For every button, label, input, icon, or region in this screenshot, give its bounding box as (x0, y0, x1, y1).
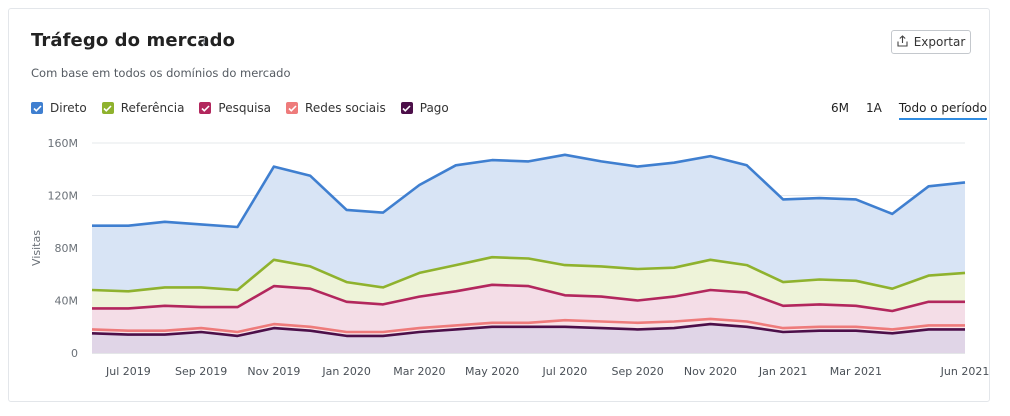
line-referência[interactable] (91, 255, 966, 293)
x-tick-label: Mar 2020 (393, 365, 445, 378)
period-6m-tab[interactable]: 6M (831, 101, 849, 115)
line-pesquisa[interactable] (92, 283, 965, 313)
x-tick-label: Jun 2021 (940, 365, 990, 378)
checkbox-icon[interactable] (400, 102, 413, 114)
y-tick-label: 80M (55, 242, 79, 255)
period-1a-tab[interactable]: 1A (866, 101, 882, 115)
x-tick-label: Nov 2019 (247, 365, 300, 378)
x-tick-label: Sep 2019 (175, 365, 227, 378)
y-tick-label: 0 (71, 347, 78, 360)
period-selector: 6M 1A Todo o período (831, 101, 987, 120)
y-axis-label: Visitas (30, 230, 43, 266)
legend-label: Redes sociais (305, 101, 386, 115)
line-direto[interactable] (92, 153, 966, 229)
x-tick-label: Sep 2020 (612, 365, 664, 378)
legend-item-direto[interactable]: Direto (31, 101, 87, 115)
y-tick-label: 160M (48, 137, 79, 150)
period-all-tab[interactable]: Todo o período (898, 101, 987, 120)
legend-label: Pesquisa (218, 101, 272, 115)
x-tick-label: May 2020 (465, 365, 519, 378)
chart-legend: Direto Referência Pesquisa Redes sociais… (31, 101, 464, 115)
line-pago[interactable] (91, 322, 965, 338)
checkbox-icon[interactable] (199, 102, 212, 114)
legend-item-referencia[interactable]: Referência (101, 101, 185, 115)
legend-label: Direto (50, 101, 87, 115)
x-tick-label: Jul 2019 (105, 365, 151, 378)
x-tick-label: Jul 2020 (541, 365, 587, 378)
chart-lines (91, 153, 966, 338)
info-icon[interactable]: i (202, 35, 207, 50)
legend-label: Pago (419, 101, 449, 115)
x-tick-label: Nov 2020 (684, 365, 737, 378)
y-tick-label: 120M (48, 190, 79, 203)
export-button[interactable]: Exportar (891, 30, 971, 54)
checkbox-icon[interactable] (101, 102, 114, 114)
legend-item-pago[interactable]: Pago (400, 101, 449, 115)
checkbox-icon[interactable] (31, 102, 43, 114)
x-tick-label: Jan 2021 (758, 365, 807, 378)
y-axis-ticks: 0 40M 80M 120M 160M (48, 137, 79, 360)
x-tick-label: Mar 2021 (830, 365, 882, 378)
page-title: Tráfego do mercado (31, 30, 236, 51)
export-icon (897, 34, 908, 50)
legend-item-redes-sociais[interactable]: Redes sociais (286, 101, 386, 115)
export-label: Exportar (913, 35, 966, 49)
x-axis-ticks: Jul 2019 Sep 2019 Nov 2019 Jan 2020 Mar 2020… (105, 365, 989, 378)
legend-label: Referência (120, 101, 185, 115)
x-tick-label: Jan 2020 (321, 365, 370, 378)
checkbox-icon[interactable] (286, 102, 299, 114)
y-tick-label: 40M (55, 295, 79, 308)
legend-item-pesquisa[interactable]: Pesquisa (199, 101, 271, 115)
chart-subtitle: Com base em todos os domínios do mercado (31, 66, 291, 80)
line-redes-sociais[interactable] (91, 317, 965, 334)
